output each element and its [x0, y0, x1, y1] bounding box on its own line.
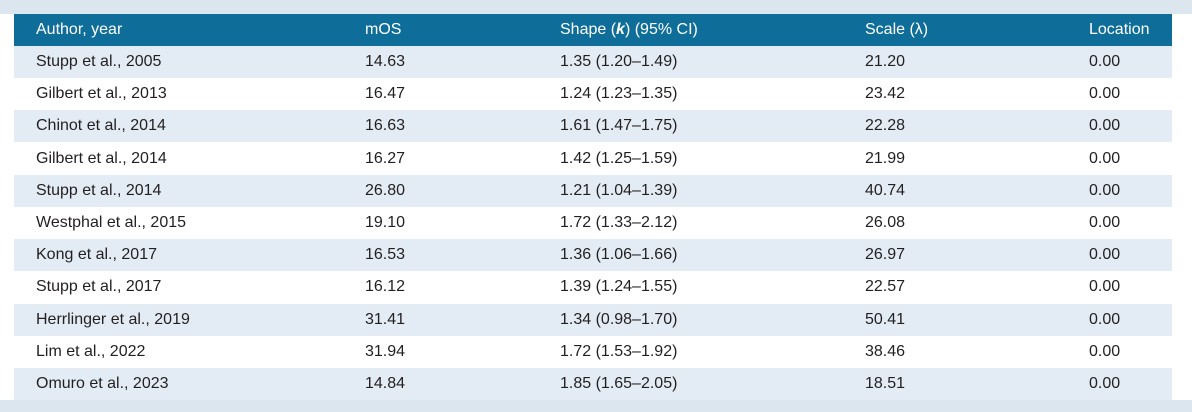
table-cell: 16.53 [365, 246, 406, 264]
table-cell: 22.28 [865, 117, 906, 135]
table-row: Stupp et al., 2014 26.80 1.21 (1.04–1.39) 4… [14, 174, 1172, 207]
header-text: Shape ( [560, 21, 617, 38]
table-row: Lim et al., 2022 31.94 1.72 (1.53–1.92) 38.… [14, 336, 1172, 368]
table-cell: 0.00 [1089, 53, 1121, 70]
table-cell: 23.42 [865, 85, 906, 103]
table-cell: 1.34 (0.98–1.70) [560, 310, 678, 328]
header-row: Author, year mOS Shape (k) (95% CI) Scale (… [14, 14, 1172, 46]
table-cell: 16.47 [365, 85, 406, 103]
table-cell: 14.63 [365, 53, 406, 70]
table-cell: 1.36 (1.06–1.66) [560, 246, 678, 264]
table-cell: Herrlinger et al., 2019 [36, 310, 190, 328]
header-cell: Shape (k) (95% CI) [560, 14, 698, 46]
header-cell: Scale (λ) [865, 21, 929, 38]
table-cell: 0.00 [1089, 117, 1121, 135]
table-cell: Kong et al., 2017 [36, 246, 157, 264]
table-row: Gilbert et al., 2013 16.47 1.24 (1.23–1.35… [14, 78, 1172, 110]
table-row: Stupp et al., 2017 16.12 1.39 (1.24–1.55) 2… [14, 271, 1172, 303]
table-cell: 1.24 (1.23–1.35) [560, 85, 678, 103]
table-cell: Stupp et al., 2005 [36, 53, 162, 70]
table-cell: 31.41 [365, 310, 406, 328]
table-cell: Gilbert et al., 2014 [36, 149, 167, 167]
table-row: Gilbert et al., 2014 16.27 1.42 (1.25–1.59… [14, 143, 1172, 175]
table-cell: 0.00 [1089, 181, 1121, 199]
table-row: Westphal et al., 2015 19.10 1.72 (1.33–2.1… [14, 207, 1172, 239]
table-cell: Gilbert et al., 2013 [36, 85, 167, 103]
table-cell: 1.85 (1.65–2.05) [560, 375, 678, 392]
table-cell: Stupp et al., 2014 [36, 181, 162, 199]
header-cell: mOS [365, 21, 402, 38]
table-cell: 0.00 [1089, 246, 1121, 264]
table-cell: 16.63 [365, 117, 406, 135]
table-cell: Lim et al., 2022 [36, 342, 146, 360]
table-cell: 0.00 [1089, 214, 1121, 231]
table-cell: 1.21 (1.04–1.39) [560, 181, 678, 199]
table-row: Omuro et al., 2023 14.84 1.85 (1.65–2.05) 1… [14, 368, 1172, 400]
header-cell: Author, year [36, 21, 123, 38]
table-cell: 1.42 (1.25–1.59) [560, 149, 678, 167]
table-cell: 14.84 [365, 375, 406, 392]
table-row: Herrlinger et al., 2019 31.41 1.34 (0.98–1… [14, 303, 1172, 336]
table-row: Chinot et al., 2014 16.63 1.61 (1.47–1.75)… [14, 110, 1172, 143]
table-cell: Westphal et al., 2015 [36, 214, 187, 231]
table-cell: 21.99 [865, 149, 906, 167]
table-row: Kong et al., 2017 16.53 1.36 (1.06–1.66) 26… [14, 239, 1172, 272]
header-text: ) (95% CI) [624, 21, 698, 38]
top-band [0, 0, 1192, 14]
table-cell: 0.00 [1089, 278, 1121, 296]
table-cell: 31.94 [365, 342, 406, 360]
table-cell: 0.00 [1089, 342, 1121, 360]
table-cell: 16.27 [365, 149, 406, 167]
table-cell: 0.00 [1089, 149, 1121, 167]
header-text: k [616, 21, 625, 38]
table-cell: Chinot et al., 2014 [36, 117, 166, 135]
table-cell: 16.12 [365, 278, 406, 296]
table-cell: 26.08 [865, 214, 906, 231]
table-cell: 1.39 (1.24–1.55) [560, 278, 678, 296]
table-cell: 26.97 [865, 246, 906, 264]
table-cell: 38.46 [865, 342, 906, 360]
table-cell: 0.00 [1089, 375, 1121, 392]
table-row: Stupp et al., 2005 14.63 1.35 (1.20–1.49) 2… [14, 46, 1172, 78]
table-cell: 1.61 (1.47–1.75) [560, 117, 678, 135]
table-cell: 50.41 [865, 310, 906, 328]
table-cell: 0.00 [1089, 85, 1121, 103]
table-cell: 19.10 [365, 214, 406, 231]
table-cell: 1.35 (1.20–1.49) [560, 53, 678, 70]
table-cell: Omuro et al., 2023 [36, 375, 169, 392]
table-cell: Stupp et al., 2017 [36, 278, 162, 296]
table-cell: 40.74 [865, 181, 906, 199]
header-cell: Location [1089, 21, 1150, 38]
table-cell: 26.80 [365, 181, 406, 199]
table-cell: 1.72 (1.33–2.12) [560, 214, 678, 231]
bottom-band [0, 400, 1192, 412]
table-cell: 0.00 [1089, 310, 1121, 328]
table-cell: 18.51 [865, 375, 906, 392]
table-cell: 22.57 [865, 278, 906, 296]
table-cell: 21.20 [865, 53, 906, 70]
table-cell: 1.72 (1.53–1.92) [560, 342, 678, 360]
